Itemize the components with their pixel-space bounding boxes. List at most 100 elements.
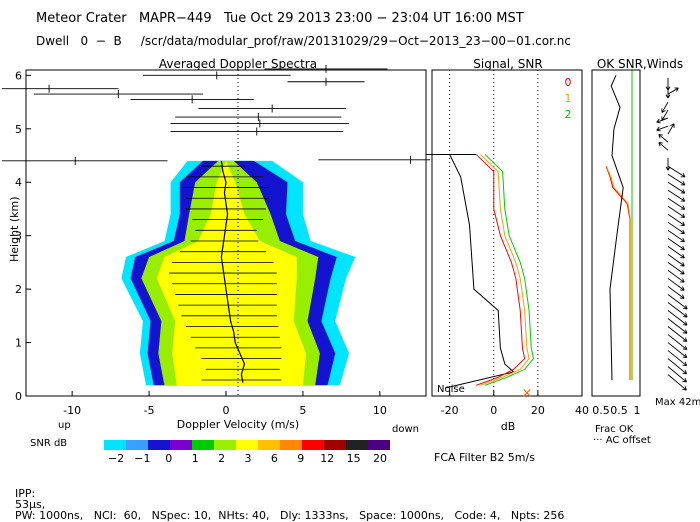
spectra-xlabel: Doppler Velocity (m/s)	[177, 418, 299, 431]
colorbar-swatch	[104, 440, 126, 450]
ok-legend: 0 1 2	[565, 76, 572, 121]
colorbar-swatch	[346, 440, 368, 450]
colorbar-level: −2	[108, 452, 124, 465]
wind-arrow	[668, 367, 686, 382]
y-tick-label: 0	[15, 390, 22, 403]
colorbar-level: 12	[320, 452, 334, 465]
colorbar-label: SNR dB	[30, 438, 67, 449]
footer-rest: PW: 1000ns, NCI: 60, NSpec: 10, NHts: 40…	[15, 509, 564, 522]
snr-x-tick-label: 40	[575, 404, 589, 417]
ok-legend-item: 1	[565, 92, 572, 105]
ok-legend-item: 0	[565, 76, 572, 89]
wind-arrow	[668, 302, 687, 317]
colorbar-swatch	[302, 440, 324, 450]
snr-x-tick-label: -20	[441, 404, 459, 417]
snr-x-tick-label: 0	[490, 404, 497, 417]
spectra-down-label: down	[392, 424, 419, 435]
colorbar-level: 2	[218, 452, 225, 465]
frac-ok-axes-frame	[592, 70, 640, 396]
snr-xlabel: dB	[501, 420, 516, 433]
wind-arrow	[668, 294, 687, 308]
x-tick-label: 5	[299, 404, 306, 417]
frac-ok-tick-label: 0.5	[592, 404, 610, 417]
frac-ok-title: OK SNR,Winds	[597, 57, 683, 71]
frac-ok-0-line	[606, 166, 630, 380]
colorbar-swatch	[324, 440, 346, 450]
wind-arrow	[668, 327, 687, 342]
x-tick-label: 10	[373, 404, 387, 417]
snr-2-line	[485, 154, 534, 385]
frac-ok-tick-label: 1	[634, 404, 641, 417]
y-tick-label: 5	[15, 123, 22, 136]
footer-params: IPP: 53μs, PW: 1000ns, NCI: 60, NSpec: 1…	[8, 477, 564, 521]
colorbar-swatch	[368, 440, 390, 450]
wind-arrow-head	[683, 357, 687, 358]
y-tick-label: 1	[15, 337, 22, 350]
wind-arrow-head	[659, 134, 663, 135]
noise-marker: ×	[522, 386, 533, 401]
y-tick-label: 6	[15, 69, 22, 82]
colorbar-swatch	[280, 440, 302, 450]
wind-arrow	[659, 134, 668, 142]
spectra-up-label: up	[58, 420, 71, 431]
x-tick-label: -5	[144, 404, 155, 417]
wind-arrow	[668, 359, 687, 374]
colorbar-level: 1	[192, 452, 199, 465]
fca-filter-label: FCA Filter B2 5m/s	[434, 451, 535, 464]
colorbar-level: 15	[347, 452, 361, 465]
wind-arrow-head	[657, 130, 661, 131]
colorbar-swatch	[192, 440, 214, 450]
y-tick-label: 4	[15, 176, 22, 189]
wind-barbs	[657, 78, 687, 390]
colorbar-swatch	[258, 440, 280, 450]
wind-max-label: Max 42m/s	[655, 397, 700, 408]
upper-noise-bars	[2, 65, 430, 165]
ac-offset-line	[610, 75, 623, 380]
frac-ok-series	[606, 70, 632, 380]
colorbar-level: 20	[373, 452, 387, 465]
colorbar-level: −1	[134, 452, 150, 465]
wind-arrow-head	[682, 389, 686, 390]
spectra-ylabel: Height (km)	[8, 196, 21, 262]
wind-arrow-head	[659, 142, 663, 143]
wind-arrow-head	[683, 381, 687, 382]
ok-legend-item: 2	[565, 108, 572, 121]
y-tick-label: 2	[15, 283, 22, 296]
snr-gridlines	[450, 70, 538, 396]
snr-series	[426, 154, 533, 388]
colorbar-swatch	[126, 440, 148, 450]
colorbar-swatch	[170, 440, 192, 450]
spectra-title: Averaged Doppler Spectra	[159, 57, 317, 71]
snr-axes-frame	[432, 70, 582, 396]
wind-arrow	[668, 310, 687, 325]
wind-arrow	[668, 343, 687, 358]
wind-arrow-head	[683, 373, 687, 374]
frac-ok-1-line	[606, 166, 630, 380]
wind-arrow-head	[683, 349, 687, 350]
frac-ok-tick-label: 0.5	[610, 404, 628, 417]
colorbar-level: 9	[297, 452, 304, 465]
colorbar-level: 6	[271, 452, 278, 465]
snr-colorbar	[104, 440, 390, 450]
wind-arrow	[668, 335, 687, 350]
colorbar-level: 3	[245, 452, 252, 465]
ac-offset-label: ··· AC offset	[593, 435, 651, 446]
wind-arrow	[668, 375, 686, 390]
x-tick-label: -10	[63, 404, 81, 417]
colorbar-swatch	[148, 440, 170, 450]
colorbar-level: 0	[165, 452, 172, 465]
wind-arrow	[668, 351, 687, 366]
colorbar-swatch	[236, 440, 258, 450]
wind-arrow	[668, 319, 687, 334]
snr-title: Signal, SNR	[473, 57, 542, 71]
wind-arrow-head	[657, 122, 661, 123]
wind-arrow	[668, 166, 685, 177]
noise-label: Noise	[437, 384, 465, 395]
x-tick-label: 0	[223, 404, 230, 417]
colorbar-swatch	[214, 440, 236, 450]
wind-arrow-head	[683, 365, 687, 366]
frac-ok-xlabel: Frac OK	[595, 424, 634, 435]
